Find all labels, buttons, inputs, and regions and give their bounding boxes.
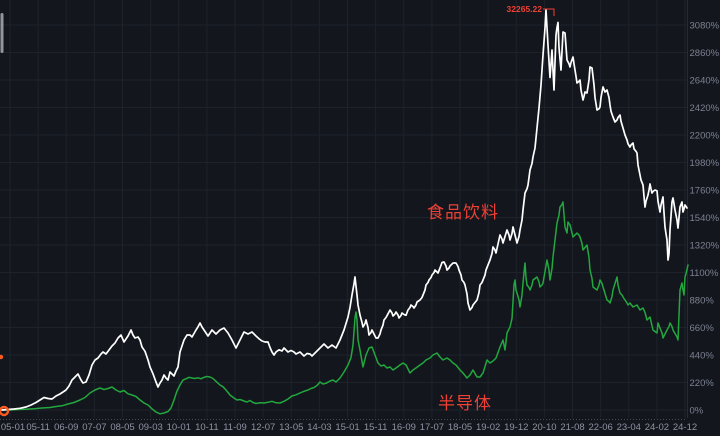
x-axis-tick-label: 12-07 [251, 422, 275, 433]
peak-pointer-line [543, 8, 555, 16]
peak-value-label: 32265.22 [507, 4, 543, 14]
y-axis-tick-label: 2640% [690, 76, 720, 87]
y-axis-tick-label: 440% [690, 351, 715, 362]
series-label-semiconductor: 半导体 [438, 394, 492, 413]
x-axis-tick-label: 17-07 [420, 422, 444, 433]
x-axis-tick-label: 21-08 [560, 422, 584, 433]
x-axis-tick-label: 19-12 [504, 422, 528, 433]
x-axis-tick-label: 19-02 [476, 422, 500, 433]
y-axis-tick-label: 1320% [690, 241, 720, 252]
series-line-semiconductor [1, 201, 689, 415]
y-axis-tick-label: 1980% [690, 158, 720, 169]
x-axis-tick-label: 08-05 [110, 422, 134, 433]
x-axis-tick-label: 15-01 [335, 422, 359, 433]
left-edge-marker-dot [0, 354, 4, 360]
x-axis-tick-label: 13-05 [279, 422, 303, 433]
y-axis-tick-label: 660% [690, 323, 715, 334]
x-axis-tick-label: 16-09 [392, 422, 416, 433]
x-axis-tick-label: 10-01 [167, 422, 191, 433]
x-axis-tick-label: 06-09 [54, 422, 78, 433]
y-axis-tick-label: 1540% [690, 213, 720, 224]
x-axis-tick-label: 22-06 [588, 422, 612, 433]
x-axis-tick-label: 15-11 [364, 422, 388, 433]
x-axis-tick-label: 07-07 [82, 422, 106, 433]
y-axis-tick-label: 2200% [690, 131, 720, 142]
x-axis-tick-label: 05-01 [1, 422, 25, 433]
x-axis-tick-label: 09-03 [138, 422, 162, 433]
vertical-scrollbar-thumb[interactable] [0, 13, 4, 53]
y-axis-tick-label: 220% [690, 378, 715, 389]
series-label-food-beverage: 食品饮料 [427, 203, 499, 222]
x-axis-tick-label: 23-04 [617, 422, 641, 433]
x-axis-tick-label: 05-11 [26, 422, 50, 433]
x-axis-tick-label: 10-11 [195, 422, 219, 433]
y-axis-tick-label: 2420% [690, 103, 720, 114]
y-axis-tick-label: 0% [690, 406, 704, 417]
x-axis-tick-label: 24-12 [673, 422, 697, 433]
y-axis-tick-label: 3080% [690, 21, 720, 32]
x-axis-tick-label: 11-09 [223, 422, 247, 433]
y-axis-tick-label: 880% [690, 296, 715, 307]
x-axis-tick-label: 20-10 [532, 422, 556, 433]
y-axis-tick-label: 1100% [690, 268, 719, 279]
x-axis-tick-label: 24-02 [645, 422, 669, 433]
y-axis-tick-label: 2860% [690, 48, 720, 59]
x-axis-tick-label: 18-05 [448, 422, 472, 433]
y-axis-tick-label: 1760% [690, 186, 720, 197]
x-axis-tick-label: 14-03 [307, 422, 331, 433]
series-line-food-beverage [1, 9, 688, 411]
series-start-marker-ring [0, 405, 10, 417]
